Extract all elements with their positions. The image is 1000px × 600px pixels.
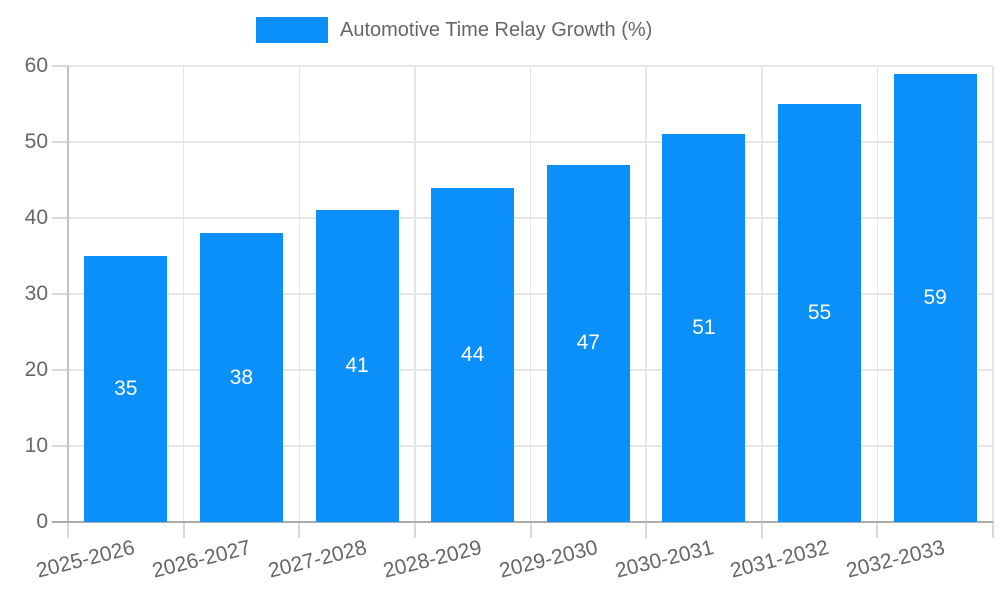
y-tick (52, 293, 68, 295)
bar-value-label: 55 (807, 301, 832, 324)
x-tick (645, 522, 648, 538)
bar-2026-2027[interactable] (199, 233, 283, 522)
bar-2030-2031[interactable] (662, 134, 746, 522)
bar-value-label: 38 (229, 365, 254, 389)
x-tick (413, 522, 416, 538)
legend-label: Automotive Time Relay Growth (%) (340, 18, 653, 41)
bar-2027-2028[interactable] (315, 210, 399, 522)
y-tick (52, 65, 68, 67)
x-tick (529, 522, 532, 538)
y-axis-line (67, 66, 69, 522)
y-tick-label: 0 (36, 510, 48, 533)
x-tick-label: 2026-2027 (149, 536, 254, 583)
legend-swatch (256, 17, 328, 43)
v-gridline (645, 66, 647, 522)
y-tick (52, 445, 68, 447)
x-tick (876, 522, 879, 538)
x-tick (67, 522, 69, 538)
v-gridline (414, 66, 416, 522)
y-tick (52, 369, 68, 371)
v-gridline (182, 66, 185, 522)
x-tick-label: 2027-2028 (265, 536, 369, 583)
y-tick-label: 30 (24, 282, 48, 305)
x-tick-label: 2025-2026 (34, 536, 138, 583)
y-tick (52, 217, 68, 219)
bar-2031-2032[interactable] (778, 104, 862, 522)
bar-value-label: 44 (461, 342, 485, 366)
y-tick-label: 10 (24, 434, 48, 457)
y-tick-label: 50 (24, 130, 48, 153)
x-tick-label: 2031-2032 (728, 536, 832, 583)
v-gridline (876, 66, 879, 522)
y-tick-label: 40 (24, 206, 48, 229)
bar-2032-2033[interactable] (893, 73, 977, 522)
bar-value-label: 35 (114, 377, 138, 400)
bar-2025-2026[interactable] (84, 256, 168, 522)
x-tick (760, 522, 763, 538)
bar-value-label: 59 (923, 285, 947, 309)
bar-2029-2030[interactable] (546, 164, 630, 522)
x-tick (992, 522, 994, 538)
x-tick-label: 2028-2029 (381, 536, 485, 583)
v-gridline (298, 66, 300, 522)
bar-value-label: 41 (345, 354, 369, 378)
x-axis-line (52, 521, 993, 523)
x-tick (298, 522, 301, 538)
legend[interactable]: Automotive Time Relay Growth (%) (256, 17, 652, 43)
bar-2028-2029[interactable] (431, 187, 515, 522)
x-tick-label: 2029-2030 (496, 536, 600, 583)
v-gridline (529, 66, 532, 522)
x-tick-label: 2030-2031 (612, 536, 716, 583)
v-gridline (761, 66, 763, 522)
x-tick (182, 522, 185, 538)
bar-value-label: 47 (576, 331, 600, 355)
y-tick (52, 141, 68, 143)
y-tick-label: 60 (24, 54, 48, 77)
y-tick-label: 20 (24, 358, 48, 381)
x-tick-label: 2032-2033 (843, 536, 947, 583)
v-gridline (992, 66, 994, 522)
bar-value-label: 51 (692, 316, 716, 340)
